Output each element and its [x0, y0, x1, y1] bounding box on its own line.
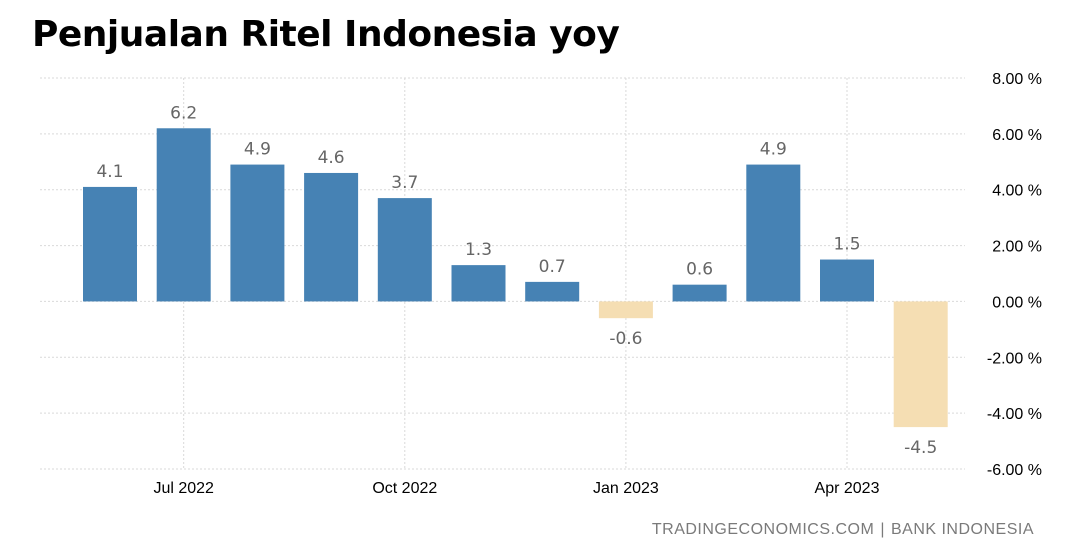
x-tick-label: Jan 2023 [593, 480, 659, 497]
value-labels: 4.1 6.2 4.9 4.6 3.7 1.3 0.7 -0.6 0.6 4.9 1.5 -4.5 [96, 103, 937, 458]
data-label: 4.1 [96, 162, 123, 182]
x-tick-label: Jul 2022 [153, 480, 214, 497]
bars [83, 128, 948, 428]
bar [525, 281, 580, 302]
data-label: -0.6 [609, 329, 642, 349]
x-axis: Jul 2022 Oct 2022 Jan 2023 Apr 2023 [153, 480, 879, 497]
y-tick-label: -4.00 % [987, 406, 1042, 423]
y-tick-label: 8.00 % [992, 71, 1042, 88]
data-label: 4.9 [760, 140, 787, 160]
bar [83, 186, 137, 302]
source-provider: BANK INDONESIA [890, 521, 1034, 538]
data-label: 0.6 [686, 260, 713, 280]
bar [304, 172, 359, 302]
data-label: -4.5 [904, 438, 937, 458]
data-label: 1.3 [465, 240, 492, 260]
data-label: 4.9 [244, 140, 271, 160]
chart-title: Penjualan Ritel Indonesia yoy [32, 14, 620, 55]
source-separator: | [880, 521, 885, 538]
x-tick-label: Oct 2022 [372, 480, 437, 497]
bar [746, 164, 801, 302]
y-tick-label: 2.00 % [992, 239, 1042, 256]
data-label: 6.2 [170, 103, 197, 123]
bar [451, 265, 506, 302]
data-label: 0.7 [539, 257, 566, 277]
source-site-link[interactable]: TRADINGECONOMICS.COM [651, 521, 875, 538]
bar [230, 164, 285, 302]
bar [598, 301, 653, 319]
x-tick-label: Apr 2023 [815, 480, 880, 497]
y-tick-label: 0.00 % [992, 294, 1042, 311]
bar [156, 128, 211, 302]
data-label: 1.5 [833, 235, 860, 255]
data-label: 4.6 [318, 148, 345, 168]
bar [672, 284, 727, 302]
source-attribution: TRADINGECONOMICS.COM | BANK INDONESIA [652, 521, 1034, 539]
y-tick-label: 4.00 % [992, 183, 1042, 200]
data-label: 3.7 [391, 173, 418, 193]
y-tick-label: 6.00 % [992, 127, 1042, 144]
bar [820, 259, 874, 302]
bar [377, 198, 432, 302]
bar [893, 301, 948, 428]
y-tick-label: -6.00 % [987, 462, 1042, 479]
y-tick-label: -2.00 % [987, 350, 1042, 367]
y-axis: 8.00 % 6.00 % 4.00 % 2.00 % 0.00 % -2.00 % -4.… [987, 71, 1042, 479]
